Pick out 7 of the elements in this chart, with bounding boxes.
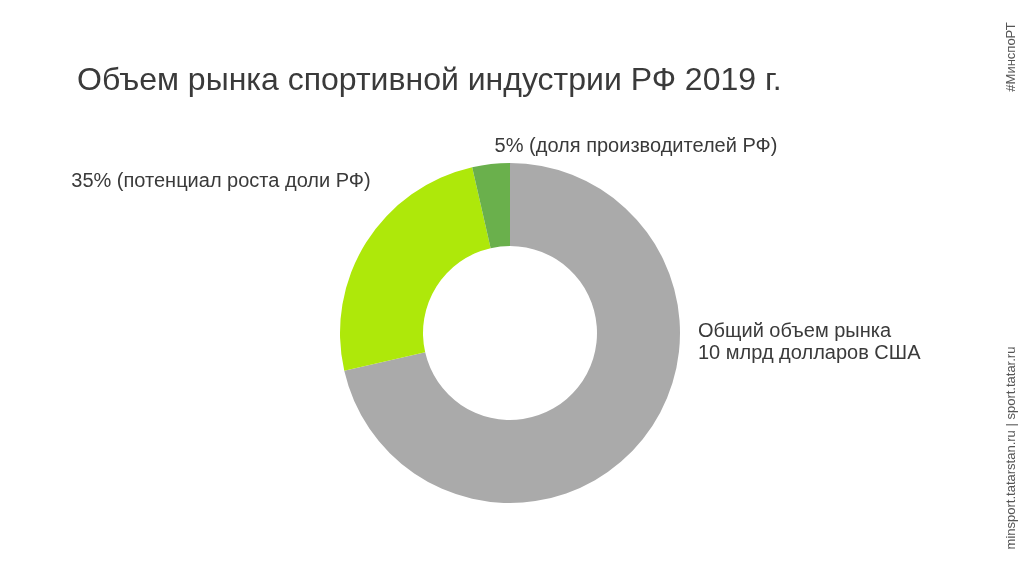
slice-label: Общий объем рынка 10 млрд долларов США: [698, 319, 922, 363]
slice-label: 35% (потенциал роста доли РФ): [71, 169, 371, 191]
text: #МинспоРТ: [1003, 22, 1018, 92]
donut-slice: [472, 163, 510, 249]
slice-label: 5% (доля производителей РФ): [494, 134, 778, 156]
chart-title: Объем рынка спортивной индустрии РФ 2019 г.: [77, 61, 782, 97]
text: minsport.tatarstan.ru | sport.tatar.ru: [1003, 346, 1018, 550]
